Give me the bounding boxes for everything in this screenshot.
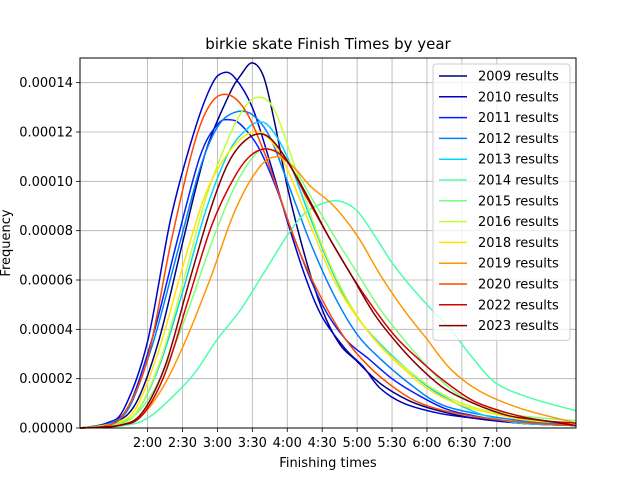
legend-label: 2016 results <box>478 215 559 230</box>
legend-label: 2018 results <box>478 236 559 251</box>
x-tick-label: 6:00 <box>412 436 441 451</box>
legend-label: 2012 results <box>478 132 559 147</box>
series-line-2015-results <box>79 147 577 429</box>
x-tick-label: 5:30 <box>377 436 406 451</box>
legend-label: 2009 results <box>478 70 559 85</box>
legend-label: 2023 results <box>478 319 559 334</box>
legend-label: 2019 results <box>478 257 559 272</box>
series-line-2016-results <box>79 96 577 429</box>
series-line-2011-results <box>79 118 577 429</box>
chart-title: birkie skate Finish Times by year <box>205 35 451 53</box>
legend-label: 2015 results <box>478 194 559 209</box>
series-line-2023-results <box>79 132 577 429</box>
series-line-2014-results <box>79 199 577 429</box>
y-tick-label: 0.00004 <box>19 323 73 338</box>
legend-label: 2022 results <box>478 298 559 313</box>
legend-label: 2014 results <box>478 174 559 189</box>
x-tick-label: 3:30 <box>238 436 267 451</box>
x-axis-title: Finishing times <box>279 456 377 471</box>
legend-box <box>432 63 571 341</box>
y-tick-label: 0.00012 <box>19 126 73 141</box>
series-line-2020-results <box>79 93 577 429</box>
legend-label: 2013 results <box>478 153 559 168</box>
series-line-2022-results <box>79 148 577 429</box>
y-tick-label: 0.00000 <box>19 422 73 437</box>
series-line-2009-results <box>79 62 577 429</box>
x-tick-label: 5:00 <box>343 436 372 451</box>
y-tick-label: 0.00008 <box>19 224 73 239</box>
y-tick-label: 0.00002 <box>19 372 73 387</box>
x-tick-label: 4:30 <box>308 436 337 451</box>
series-line-2010-results <box>79 71 577 429</box>
y-tick-label: 0.00014 <box>19 76 73 91</box>
x-tick-label: 4:00 <box>273 436 302 451</box>
chart-legend: 2009 results 2010 results 2011 results 2012… <box>432 63 571 341</box>
y-axis-title: Frequency <box>0 209 14 276</box>
legend-label: 2011 results <box>478 111 559 126</box>
y-tick-label: 0.00006 <box>19 274 73 289</box>
series-lines <box>79 62 577 429</box>
x-tick-label: 6:30 <box>447 436 476 451</box>
series-line-2018-results <box>79 130 577 429</box>
x-axis-ticks: 2:00 2:30 3:00 3:30 4:00 4:30 5:00 5:30 6:00 6:30… <box>133 428 511 451</box>
x-tick-label: 3:00 <box>203 436 232 451</box>
x-tick-label: 2:00 <box>133 436 162 451</box>
x-tick-label: 2:30 <box>168 436 197 451</box>
x-tick-label: 7:00 <box>482 436 511 451</box>
plot-frame <box>79 57 577 429</box>
y-tick-label: 0.00010 <box>19 175 73 190</box>
series-line-2019-results <box>79 155 577 429</box>
legend-label: 2020 results <box>478 278 559 293</box>
legend-label: 2010 results <box>478 90 559 105</box>
series-line-2013-results <box>79 121 577 429</box>
y-axis-ticks: 0.00000 0.00002 0.00004 0.00006 0.00008 0.000… <box>19 76 80 437</box>
